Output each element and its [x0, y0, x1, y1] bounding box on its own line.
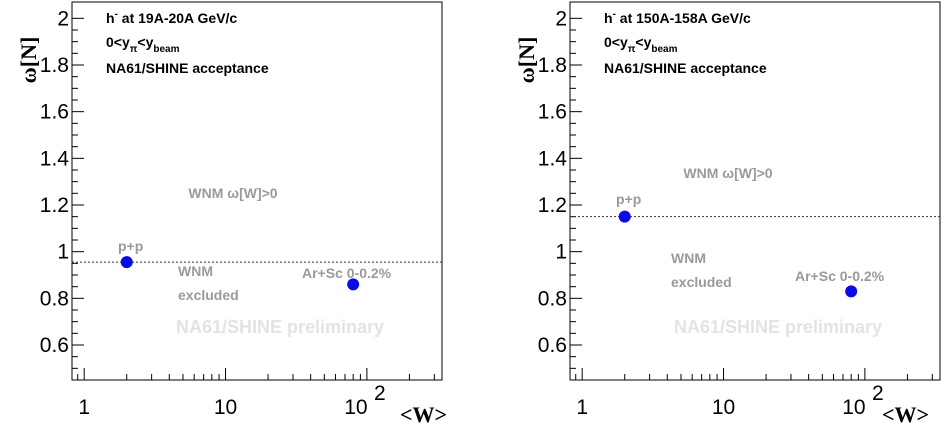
chart-title-line1: h- at 19A-20A GeV/c [106, 9, 237, 26]
y-tick-label: 1.2 [538, 194, 567, 217]
chart-title-line3: NA61/SHINE acceptance [604, 60, 767, 76]
x-tick-label: 10 [344, 396, 367, 419]
y-axis: 0.6 0.8 1 1.2 1.4 1.6 1.8 2 [40, 7, 84, 369]
y-tick-label: 1.6 [538, 101, 567, 124]
y-tick-label: 1.8 [538, 54, 567, 77]
wnm-excluded-label: excluded [671, 274, 732, 290]
x-tick-label: 1 [576, 396, 588, 419]
preliminary-watermark: NA61/SHINE preliminary [674, 317, 882, 337]
y-tick-label: 1 [555, 241, 567, 264]
chart-title-line3: NA61/SHINE acceptance [106, 60, 269, 76]
point-label-arsc: Ar+Sc 0-0.2% [302, 265, 392, 281]
data-point [845, 285, 858, 298]
y-tick-label: 1.6 [40, 101, 69, 124]
x-tick-label-exponent: 2 [872, 382, 884, 405]
y-tick-label: 1.4 [40, 147, 70, 170]
y-tick-label: 1.8 [40, 54, 69, 77]
x-axis-title: <W> [882, 402, 929, 426]
y-axis-title: ω[N] [16, 37, 41, 84]
data-points [618, 210, 858, 298]
data-point [347, 278, 360, 291]
wnm-excluded-label: excluded [178, 287, 239, 303]
y-tick-label: 0.6 [538, 334, 567, 357]
plot-frame [569, 1, 941, 381]
wnm-above-label: WNM ω[W]>0 [683, 165, 772, 181]
chart-title-line2: 0<yπ<ybeam [604, 34, 678, 55]
preliminary-watermark: NA61/SHINE preliminary [176, 317, 384, 337]
y-tick-label: 1 [57, 241, 69, 264]
point-label-arsc: Ar+Sc 0-0.2% [795, 268, 885, 284]
x-tick-label: 10 [842, 396, 865, 419]
wnm-below-label: WNM [671, 250, 706, 266]
point-label-pp: p+p [118, 238, 143, 254]
y-axis: 0.6 0.8 1 1.2 1.4 1.6 1.8 2 [538, 7, 582, 369]
wnm-below-label: WNM [178, 263, 213, 279]
x-axis-title: <W> [400, 402, 447, 426]
x-tick-label: 10 [712, 396, 735, 419]
data-points [120, 256, 360, 291]
data-point [120, 256, 133, 269]
data-point [618, 210, 631, 223]
chart-panel-left: NA61/SHINE preliminary 0.6 0.8 1 1.2 1.4 1.6 1… [16, 1, 447, 426]
y-tick-label: 0.8 [40, 287, 69, 310]
plot-frame [71, 1, 443, 381]
y-tick-label: 1.4 [538, 147, 568, 170]
chart-title-line2: 0<yπ<ybeam [106, 34, 180, 55]
x-tick-label-exponent: 2 [374, 382, 386, 405]
chart-title-line1: h- at 150A-158A GeV/c [604, 9, 751, 26]
y-tick-label: 1.2 [40, 194, 69, 217]
point-label-pp: p+p [616, 191, 641, 207]
y-tick-label: 0.8 [538, 287, 567, 310]
wnm-above-label: WNM ω[W]>0 [188, 185, 277, 201]
y-tick-label: 0.6 [40, 334, 69, 357]
y-tick-label: 2 [57, 7, 69, 30]
y-tick-label: 2 [555, 7, 567, 30]
x-axis: 1 10 10 2 [575, 368, 933, 419]
y-axis-title: ω[N] [514, 37, 539, 84]
x-tick-label: 1 [78, 396, 90, 419]
chart-panel-right: NA61/SHINE preliminary 0.6 0.8 1 1.2 1.4 1.6 1… [514, 1, 941, 426]
x-axis: 1 10 10 2 [77, 368, 435, 419]
x-tick-label: 10 [214, 396, 237, 419]
